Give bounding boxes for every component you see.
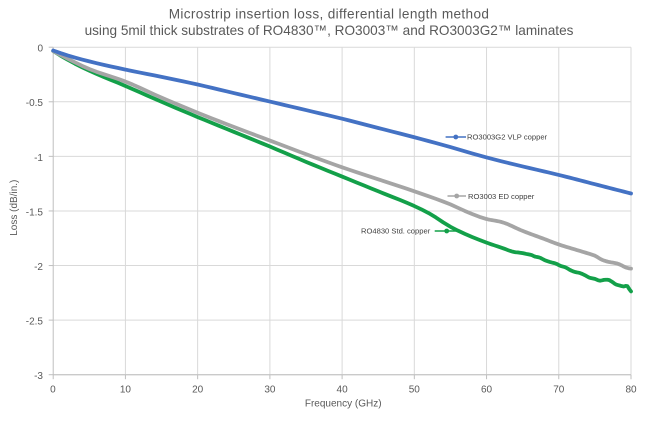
svg-text:10: 10: [120, 385, 132, 396]
svg-text:-1.5: -1.5: [26, 207, 44, 218]
svg-text:70: 70: [553, 385, 565, 396]
svg-text:50: 50: [409, 385, 421, 396]
svg-text:20: 20: [192, 385, 204, 396]
svg-text:RO3003 ED copper: RO3003 ED copper: [468, 192, 535, 201]
svg-text:30: 30: [264, 385, 276, 396]
svg-text:Loss (dB/in.): Loss (dB/in.): [9, 180, 20, 236]
svg-text:-1: -1: [34, 153, 43, 164]
svg-text:0: 0: [50, 385, 56, 396]
svg-text:-2: -2: [34, 262, 43, 273]
svg-text:40: 40: [337, 385, 349, 396]
svg-text:-3: -3: [34, 371, 43, 382]
svg-text:Frequency (GHz): Frequency (GHz): [305, 399, 382, 410]
svg-text:80: 80: [625, 385, 637, 396]
svg-text:60: 60: [481, 385, 493, 396]
svg-text:-2.5: -2.5: [26, 317, 44, 328]
svg-text:0: 0: [37, 44, 43, 55]
svg-text:using 5mil thick substrates of: using 5mil thick substrates of RO4830™, …: [85, 23, 574, 38]
svg-text:RO4830 Std. copper: RO4830 Std. copper: [361, 227, 431, 236]
svg-text:Microstrip insertion loss, dif: Microstrip insertion loss, differential …: [169, 6, 490, 21]
svg-text:RO3003G2 VLP copper: RO3003G2 VLP copper: [467, 133, 548, 142]
svg-text:-0.5: -0.5: [26, 98, 44, 109]
